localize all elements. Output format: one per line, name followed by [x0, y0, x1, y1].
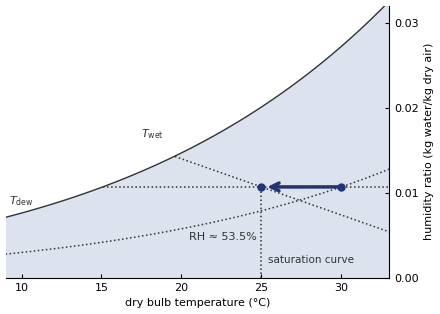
- Y-axis label: humidity ratio (kg water/kg dry air): humidity ratio (kg water/kg dry air): [425, 43, 434, 241]
- Text: RH ≈ 53.5%: RH ≈ 53.5%: [190, 232, 257, 242]
- Text: $T_\mathrm{wet}$: $T_\mathrm{wet}$: [141, 127, 164, 140]
- X-axis label: dry bulb temperature (°C): dry bulb temperature (°C): [125, 298, 270, 308]
- Text: $T_\mathrm{dew}$: $T_\mathrm{dew}$: [9, 194, 33, 208]
- Text: saturation curve: saturation curve: [268, 255, 354, 265]
